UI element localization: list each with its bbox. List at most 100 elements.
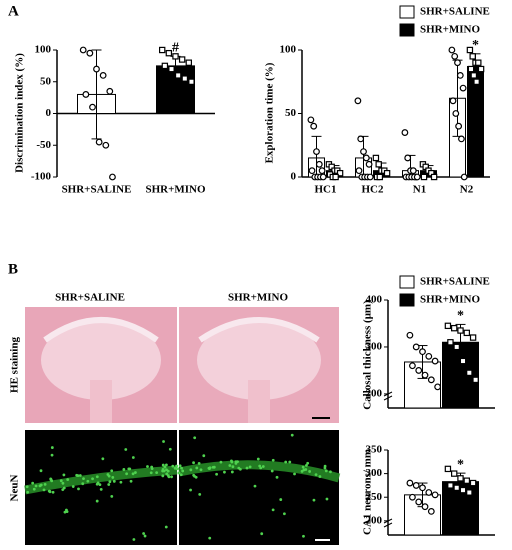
- cell: [173, 466, 177, 470]
- data-point: [109, 173, 116, 181]
- data-point: [409, 167, 417, 175]
- x-tick-label: HC1: [315, 184, 337, 196]
- cell: [211, 465, 215, 469]
- cell: [131, 456, 135, 459]
- cell: [275, 475, 279, 479]
- cell: [293, 472, 296, 476]
- cell: [112, 479, 116, 483]
- cell: [161, 463, 165, 467]
- cell: [47, 489, 51, 493]
- data-point: [99, 71, 107, 79]
- x-tick-label: SHR+SALINE: [62, 184, 132, 196]
- cell: [122, 468, 126, 471]
- cell: [162, 440, 165, 443]
- data-point: [475, 59, 482, 66]
- cell: [155, 471, 159, 474]
- data-point: [360, 148, 367, 156]
- data-point: [357, 135, 365, 143]
- y-axis-label: Callosal thickness (μm): [362, 300, 374, 410]
- cell: [193, 436, 197, 440]
- cell: [101, 457, 105, 461]
- cell: [61, 488, 65, 492]
- cell: [150, 467, 154, 470]
- cell: [306, 461, 310, 465]
- data-point: [453, 484, 460, 491]
- cell: [43, 482, 47, 486]
- cell: [288, 460, 292, 464]
- data-point: [188, 78, 195, 85]
- cell: [75, 473, 79, 477]
- y-tick-label: 100: [35, 44, 52, 56]
- cell: [199, 468, 203, 472]
- cell: [32, 487, 36, 491]
- data-point: [451, 52, 459, 60]
- cell: [167, 475, 171, 479]
- y-tick-label: 50: [40, 75, 52, 87]
- data-point: [319, 173, 327, 181]
- data-point: [472, 376, 479, 384]
- data-point: [307, 116, 315, 124]
- data-point: [355, 167, 363, 175]
- data-point: [86, 49, 94, 57]
- data-point: [460, 173, 468, 181]
- cell: [194, 475, 198, 479]
- y-tick-label: 300: [366, 340, 383, 352]
- cell: [31, 481, 35, 485]
- y-tick-label: 350: [366, 444, 383, 456]
- data-point: [452, 110, 460, 117]
- data-point: [431, 491, 439, 499]
- cell: [208, 536, 212, 540]
- data-point: [451, 470, 458, 477]
- data-point: [372, 154, 380, 162]
- data-point: [415, 367, 423, 374]
- cell: [323, 466, 327, 470]
- cell: [132, 538, 136, 541]
- cell: [161, 474, 165, 478]
- cell: [146, 465, 149, 468]
- data-point: [463, 329, 471, 337]
- data-point: [375, 161, 382, 168]
- image-column-label: SHR+MINO: [228, 292, 288, 304]
- data-point: [315, 160, 323, 168]
- data-point: [447, 339, 454, 346]
- x-tick-label: N2: [460, 184, 474, 196]
- cell: [66, 478, 70, 481]
- cell: [78, 474, 82, 477]
- data-point: [430, 173, 438, 181]
- cell: [25, 485, 29, 489]
- cell: [197, 462, 201, 465]
- cell: [302, 534, 305, 538]
- data-point: [466, 369, 473, 376]
- legend-swatch: [399, 5, 415, 19]
- cell: [34, 484, 38, 488]
- cell: [125, 472, 129, 476]
- data-point: [459, 357, 467, 365]
- cell: [175, 467, 179, 471]
- data-point: [419, 484, 426, 492]
- cell: [171, 464, 175, 468]
- data-point: [106, 87, 114, 95]
- legend-label: SHR+SALINE: [420, 276, 490, 288]
- cell: [290, 433, 294, 437]
- cell: [228, 464, 232, 467]
- cell: [282, 512, 286, 516]
- cell: [223, 470, 226, 474]
- data-point: [448, 46, 456, 54]
- cell: [51, 490, 55, 494]
- cell: [119, 480, 123, 484]
- data-point: [459, 486, 467, 494]
- cell: [329, 470, 332, 474]
- y-tick-label: -100: [31, 171, 52, 183]
- cell: [248, 465, 252, 469]
- cell: [180, 466, 183, 470]
- cell: [253, 484, 257, 488]
- cell: [110, 469, 114, 473]
- neun-image: [24, 430, 341, 545]
- data-point: [172, 53, 179, 60]
- cell: [95, 499, 99, 503]
- cell: [175, 464, 179, 468]
- data-point: [313, 148, 320, 156]
- cell: [134, 471, 137, 474]
- data-point: [185, 59, 192, 66]
